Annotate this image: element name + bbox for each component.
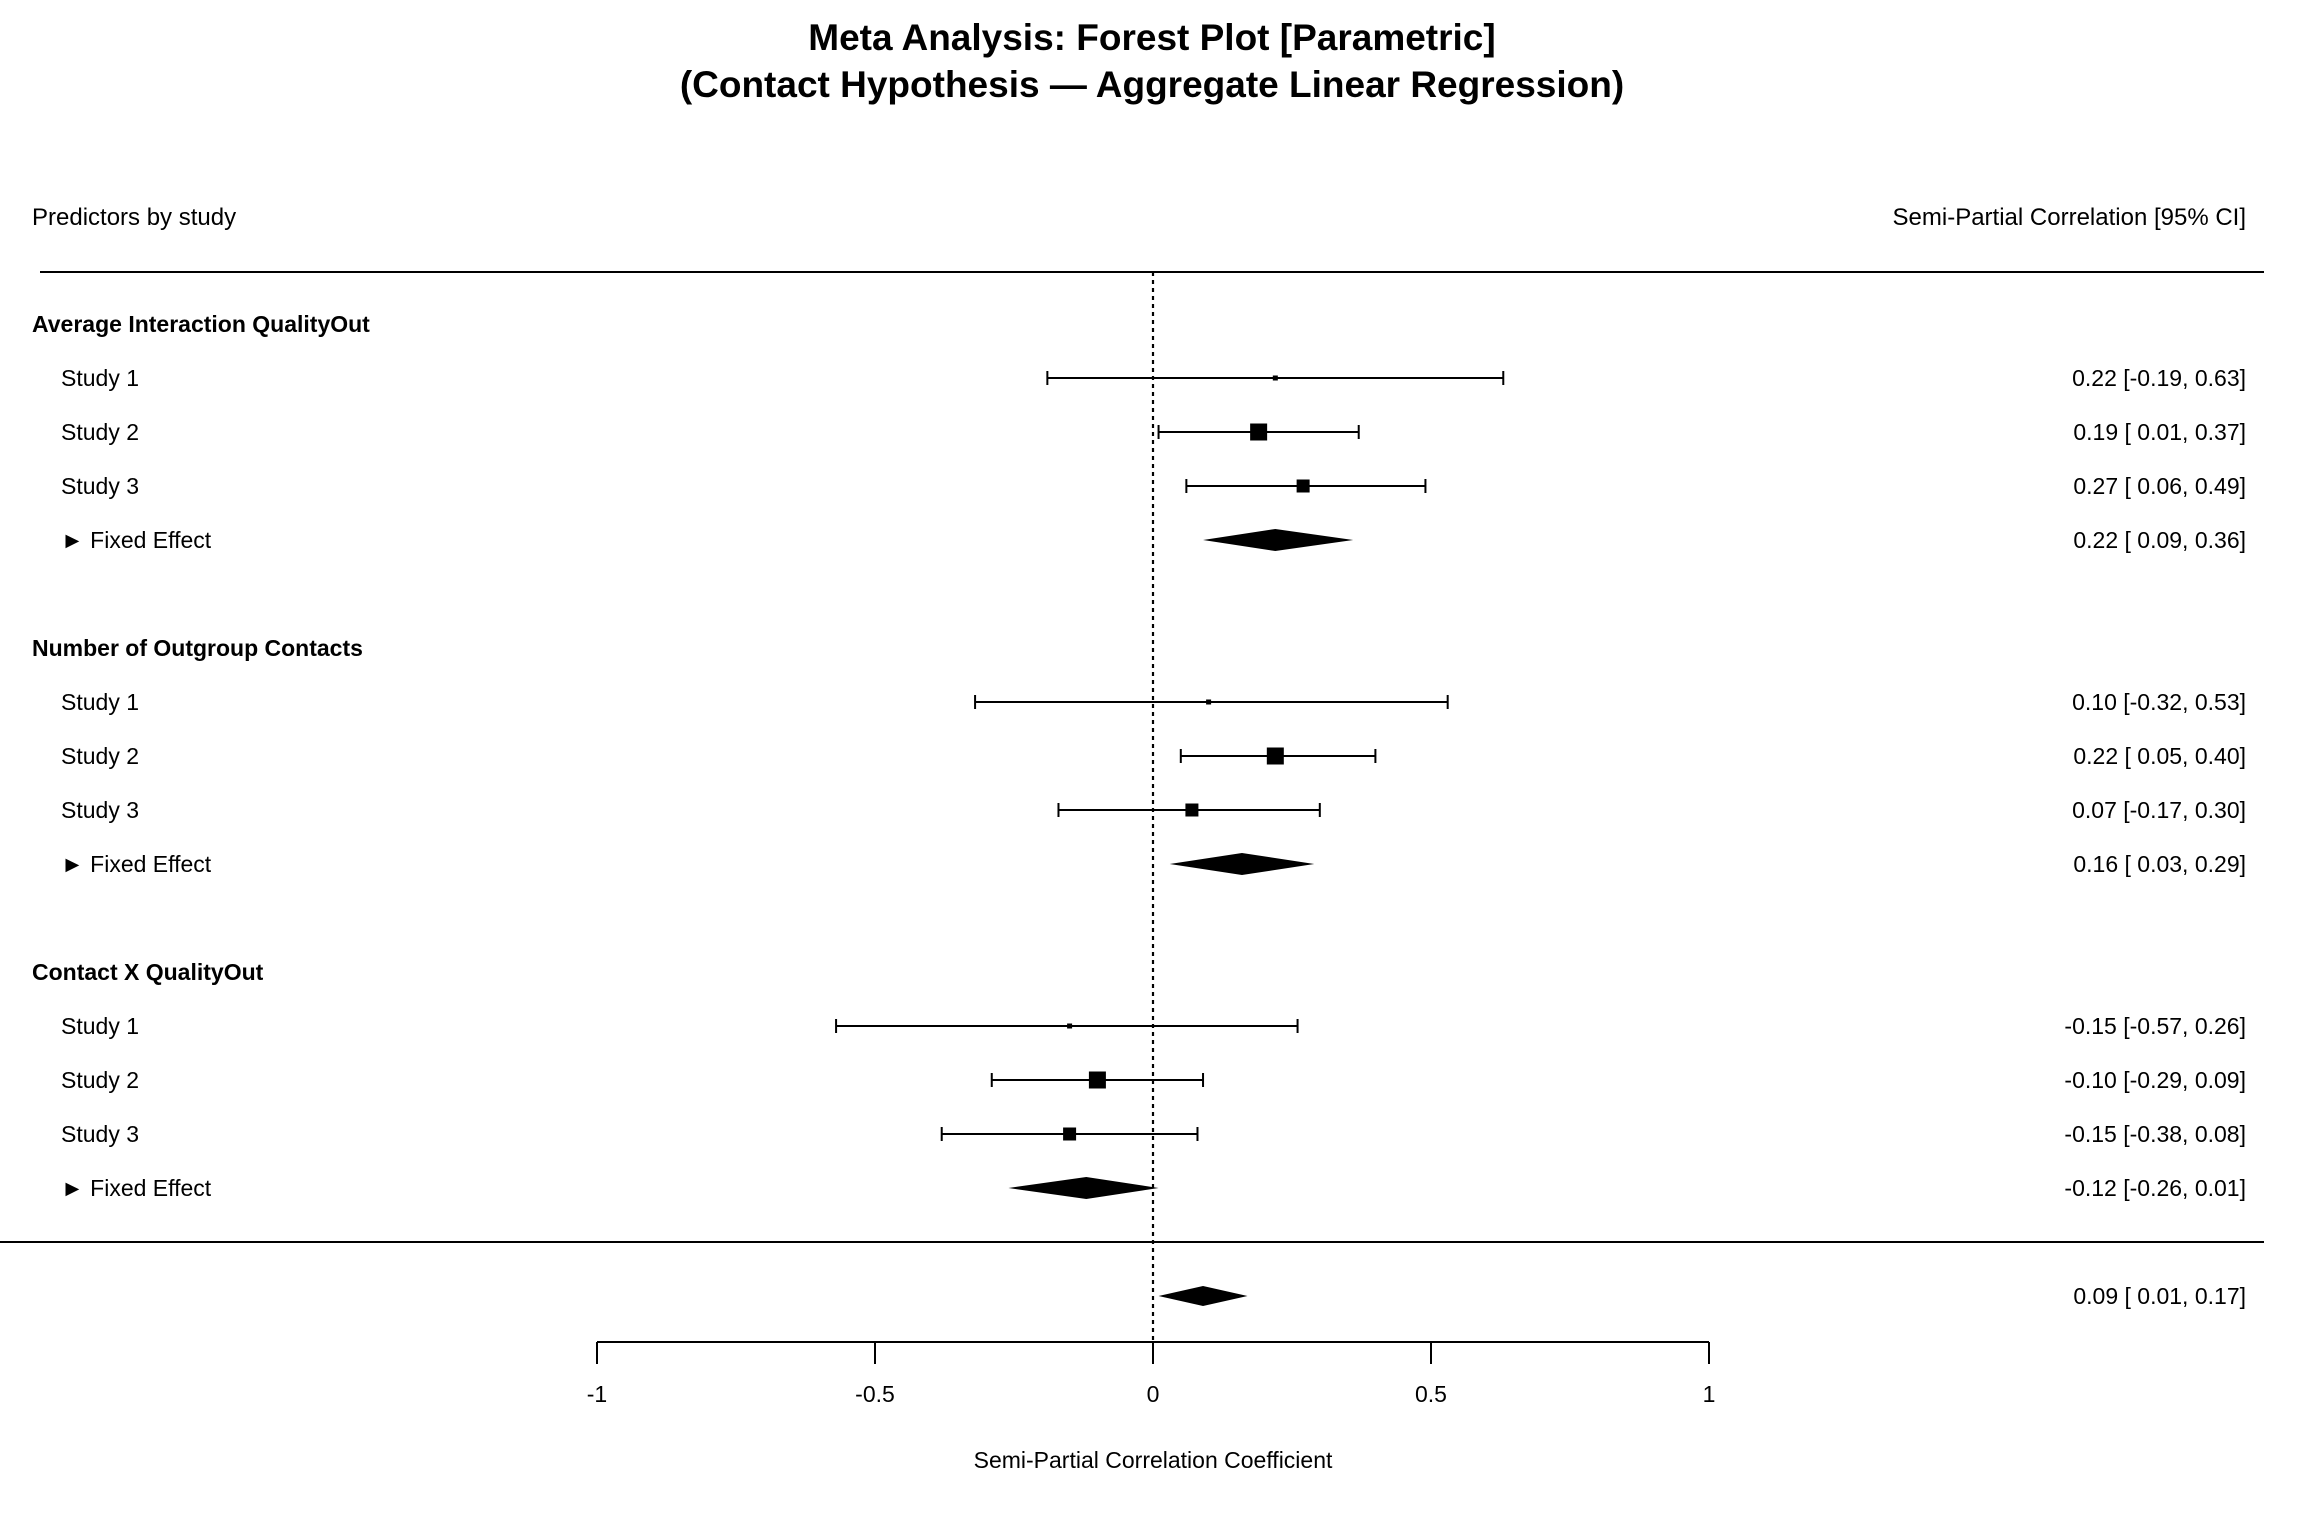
ci-text: 0.22 [ 0.09, 0.36] (2073, 527, 2246, 553)
ci-text: -0.15 [-0.38, 0.08] (2064, 1121, 2246, 1147)
ci-text: 0.10 [-0.32, 0.53] (2072, 689, 2246, 715)
fixed-effect-label: ► Fixed Effect (61, 1175, 212, 1201)
chart-title-line-1: Meta Analysis: Forest Plot [Parametric] (808, 17, 1495, 58)
ci-text: 0.27 [ 0.06, 0.49] (2073, 473, 2246, 499)
study-label: Study 3 (61, 1121, 139, 1147)
fixed-effect-diamond (1203, 529, 1354, 551)
study-point (1250, 423, 1268, 441)
study-point (1272, 375, 1278, 381)
ci-text: 0.07 [-0.17, 0.30] (2072, 797, 2246, 823)
overall-ci-text: 0.09 [ 0.01, 0.17] (2073, 1283, 2246, 1309)
x-tick-label: 0.5 (1415, 1381, 1447, 1407)
study-label: Study 3 (61, 473, 139, 499)
study-label: Study 2 (61, 1067, 139, 1093)
study-label: Study 2 (61, 419, 139, 445)
study-label: Study 1 (61, 365, 139, 391)
overall-effect-diamond (1158, 1286, 1248, 1306)
ci-text: 0.22 [-0.19, 0.63] (2072, 365, 2246, 391)
x-tick-label: 1 (1703, 1381, 1716, 1407)
study-point (1206, 699, 1212, 705)
study-point (1067, 1023, 1073, 1029)
study-point (1266, 747, 1284, 765)
ci-text: -0.10 [-0.29, 0.09] (2064, 1067, 2246, 1093)
forest-rows: Average Interaction QualityOut Study 1 0.2… (32, 272, 2246, 1340)
ci-text: 0.16 [ 0.03, 0.29] (2073, 851, 2246, 877)
x-axis-label: Semi-Partial Correlation Coefficient (974, 1447, 1333, 1473)
left-column-header: Predictors by study (32, 204, 236, 231)
study-point (1296, 479, 1310, 493)
ci-text: 0.22 [ 0.05, 0.40] (2073, 743, 2246, 769)
chart-title: Meta Analysis: Forest Plot [Parametric] … (680, 17, 1624, 105)
group-heading: Number of Outgroup Contacts (32, 635, 363, 661)
group-heading: Contact X QualityOut (32, 959, 264, 985)
study-point (1063, 1127, 1077, 1141)
group-heading: Average Interaction QualityOut (32, 311, 370, 337)
ci-text: 0.19 [ 0.01, 0.37] (2073, 419, 2246, 445)
fixed-effect-label: ► Fixed Effect (61, 851, 212, 877)
fixed-effect-diamond (1008, 1177, 1159, 1199)
right-column-header: Semi-Partial Correlation [95% CI] (1893, 204, 2246, 231)
study-point (1088, 1071, 1106, 1089)
study-label: Study 3 (61, 797, 139, 823)
fixed-effect-label: ► Fixed Effect (61, 527, 212, 553)
x-tick-label: -0.5 (855, 1381, 895, 1407)
study-label: Study 2 (61, 743, 139, 769)
study-point (1185, 803, 1199, 817)
study-label: Study 1 (61, 1013, 139, 1039)
chart-title-line-2: (Contact Hypothesis — Aggregate Linear R… (680, 64, 1624, 105)
x-axis: -1 -0.5 0 0.5 1 (587, 1341, 1716, 1407)
fixed-effect-diamond (1169, 853, 1315, 875)
ci-text: -0.12 [-0.26, 0.01] (2064, 1175, 2246, 1201)
study-label: Study 1 (61, 689, 139, 715)
ci-text: -0.15 [-0.57, 0.26] (2064, 1013, 2246, 1039)
x-tick-label: -1 (587, 1381, 607, 1407)
x-tick-label: 0 (1147, 1381, 1160, 1407)
